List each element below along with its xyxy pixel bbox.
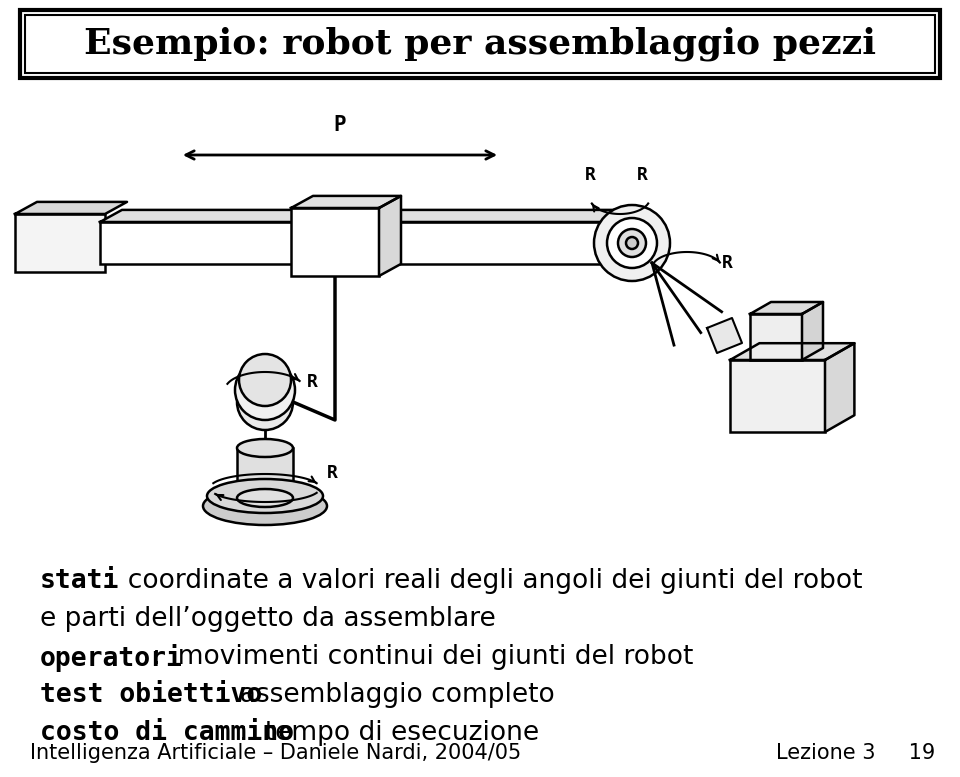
Polygon shape: [100, 210, 642, 222]
Text: Intelligenza Artificiale – Daniele Nardi, 2004/05: Intelligenza Artificiale – Daniele Nardi…: [30, 743, 521, 763]
Text: stati: stati: [40, 568, 119, 594]
Text: test obiettivo: test obiettivo: [40, 682, 262, 708]
Bar: [100, 222, 620, 264]
Polygon shape: [15, 202, 127, 214]
Text: :  movimenti continui dei giunti del robot: : movimenti continui dei giunti del robo…: [152, 644, 693, 670]
Bar: [25, 15, 935, 73]
Bar: [20, 10, 940, 78]
Ellipse shape: [239, 354, 291, 406]
Ellipse shape: [618, 229, 646, 257]
Ellipse shape: [203, 487, 327, 525]
Bar: [291, 208, 379, 276]
Polygon shape: [707, 318, 742, 353]
Text: costo di cammino: costo di cammino: [40, 720, 294, 746]
Ellipse shape: [594, 205, 670, 281]
Ellipse shape: [607, 218, 657, 268]
Ellipse shape: [626, 237, 638, 249]
Bar: [15, 214, 105, 272]
Polygon shape: [750, 302, 823, 314]
Ellipse shape: [237, 439, 293, 457]
Ellipse shape: [235, 360, 295, 420]
Ellipse shape: [237, 374, 293, 430]
Text: R: R: [585, 166, 595, 184]
Text: e parti dell’oggetto da assemblare: e parti dell’oggetto da assemblare: [40, 606, 495, 632]
Ellipse shape: [237, 489, 293, 507]
Polygon shape: [379, 196, 401, 276]
Text: :  coordinate a valori reali degli angoli dei giunti del robot: : coordinate a valori reali degli angoli…: [102, 568, 863, 594]
Polygon shape: [802, 302, 823, 360]
Ellipse shape: [207, 479, 323, 513]
Polygon shape: [291, 196, 401, 208]
Text: :  tempo di esecuzione: : tempo di esecuzione: [239, 720, 540, 746]
Text: R: R: [722, 254, 732, 272]
Bar: [750, 314, 802, 360]
Text: Lezione 3     19: Lezione 3 19: [776, 743, 935, 763]
Text: operatori: operatori: [40, 644, 182, 672]
Bar: [730, 360, 825, 432]
Text: R: R: [327, 464, 338, 482]
Bar: [237, 448, 293, 498]
Text: Esempio: robot per assemblaggio pezzi: Esempio: robot per assemblaggio pezzi: [84, 26, 876, 61]
Text: P: P: [334, 115, 347, 135]
Polygon shape: [825, 343, 854, 432]
Text: R: R: [307, 373, 318, 391]
Text: :  assemblaggio completo: : assemblaggio completo: [214, 682, 555, 708]
Text: R: R: [636, 166, 647, 184]
Polygon shape: [730, 343, 854, 360]
